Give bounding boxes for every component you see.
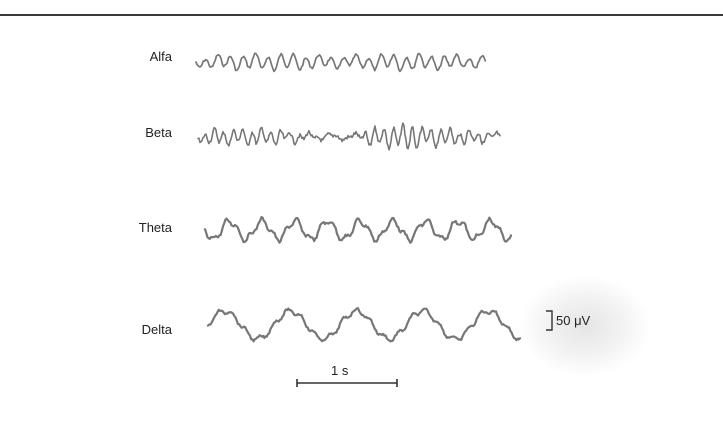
beta-trace: [197, 122, 501, 151]
time-scale-label: 1 s: [331, 363, 349, 378]
voltage-scale-label: 50 μV: [556, 313, 591, 328]
top-rule: [0, 14, 723, 16]
alfa-label: Alfa: [149, 49, 172, 64]
delta-label: Delta: [141, 322, 172, 337]
voltage-scale-bracket: [546, 310, 553, 331]
theta-trace: [203, 216, 513, 244]
beta-label: Beta: [145, 125, 172, 140]
time-scale-bar: [296, 379, 398, 387]
alfa-trace: [195, 52, 487, 73]
shadow-halo: [520, 276, 650, 376]
theta-label: Theta: [138, 220, 172, 235]
delta-trace: [206, 307, 522, 343]
